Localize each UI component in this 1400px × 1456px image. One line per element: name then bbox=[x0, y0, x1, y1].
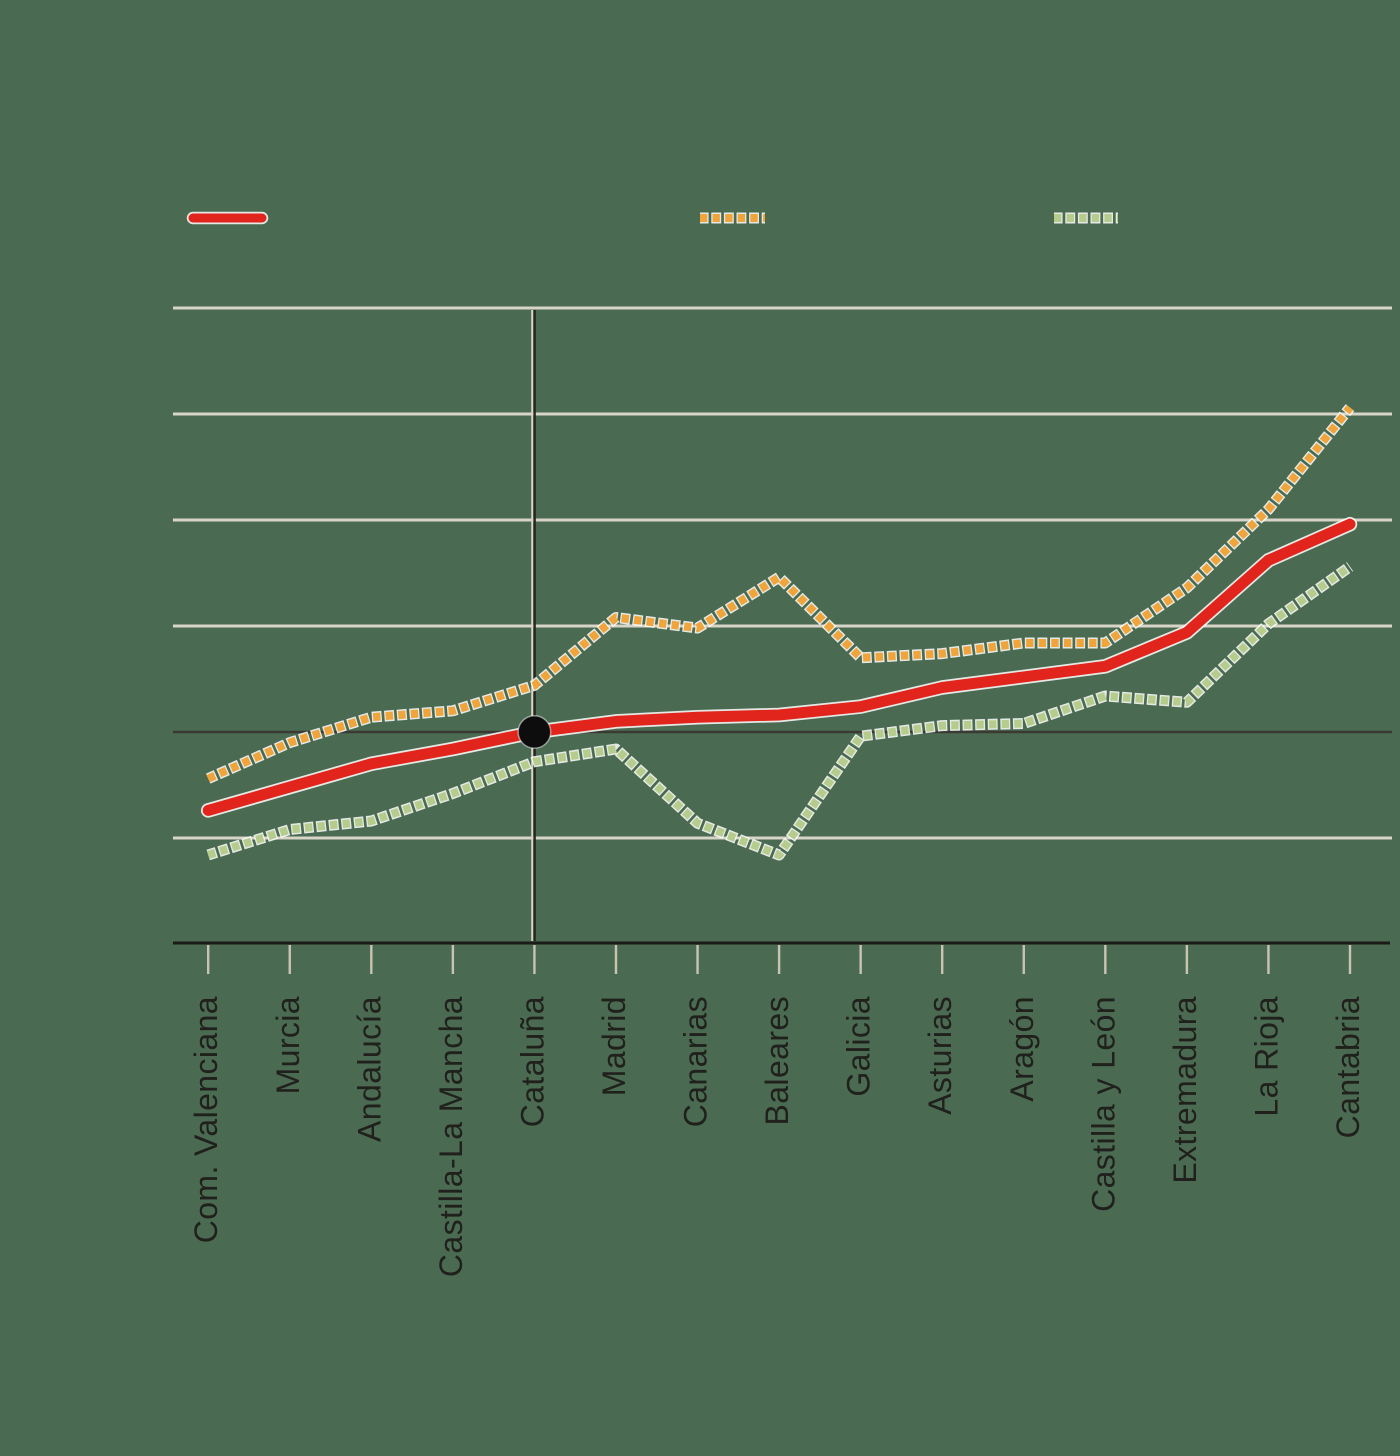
x-axis-label: Galicia bbox=[841, 996, 877, 1097]
x-axis-label: La Rioja bbox=[1248, 996, 1284, 1117]
x-axis-label: Extremadura bbox=[1167, 996, 1203, 1184]
x-axis-label: Castilla y León bbox=[1085, 996, 1121, 1212]
x-axis-label: Asturias bbox=[922, 996, 958, 1115]
x-axis-label: Andalucía bbox=[351, 996, 387, 1142]
series-orange-dotted-line bbox=[206, 405, 1354, 783]
x-axis-label: Castilla-La Mancha bbox=[433, 996, 469, 1277]
x-axis-label: Aragón bbox=[1004, 996, 1040, 1102]
series-green-dotted-line bbox=[207, 563, 1353, 859]
x-axis-label: Cataluña bbox=[514, 996, 550, 1127]
x-axis-label: Cantabria bbox=[1330, 996, 1366, 1138]
x-axis-label: Baleares bbox=[759, 996, 795, 1126]
x-axis-label: Madrid bbox=[596, 996, 632, 1096]
x-axis-label: Canarias bbox=[678, 996, 714, 1127]
series-red-solid-line bbox=[202, 518, 1356, 816]
x-axis-label: Com. Valenciana bbox=[188, 996, 224, 1243]
reference-dot bbox=[517, 714, 552, 750]
x-axis-label: Murcia bbox=[270, 996, 306, 1094]
